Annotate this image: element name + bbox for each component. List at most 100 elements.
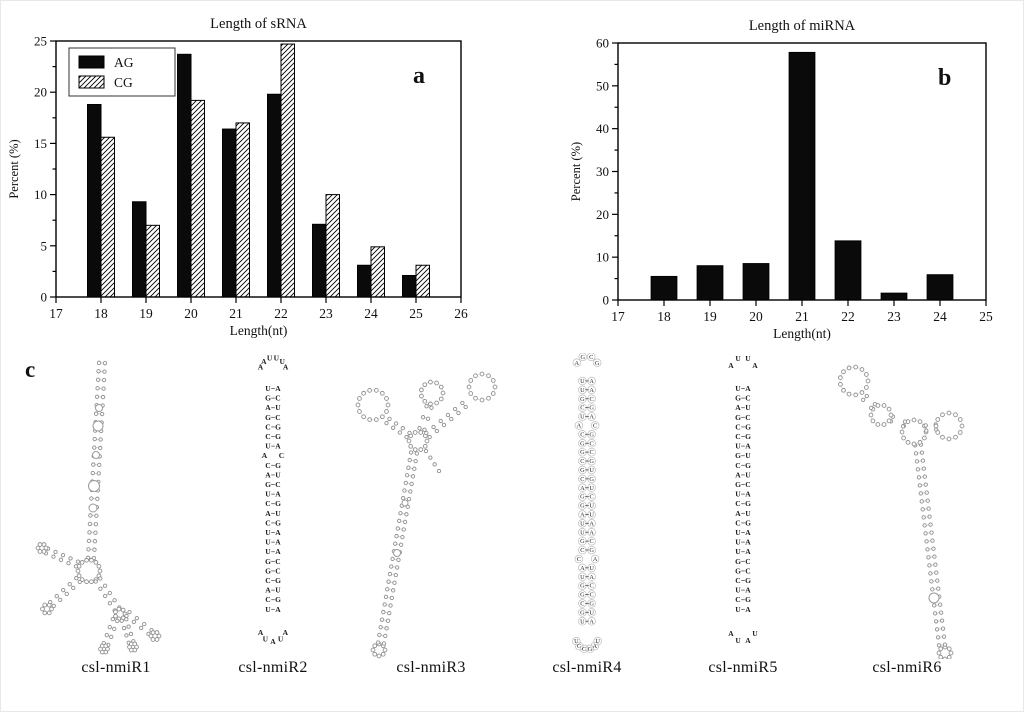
- svg-text:U: U: [274, 353, 280, 362]
- svg-text:C: C: [580, 476, 584, 483]
- svg-text:G: G: [275, 461, 281, 470]
- svg-text:U: U: [265, 538, 271, 547]
- svg-text:10: 10: [596, 250, 609, 265]
- svg-text:b: b: [938, 65, 951, 91]
- svg-text:U: U: [580, 387, 585, 394]
- svg-text:A: A: [745, 442, 751, 451]
- svg-text:U: U: [735, 636, 741, 645]
- svg-text:A: A: [261, 357, 267, 366]
- svg-text:A: A: [745, 490, 751, 499]
- svg-text:A: A: [752, 361, 758, 370]
- svg-text:U: U: [745, 470, 751, 479]
- svg-text:G: G: [265, 480, 271, 489]
- svg-text:G: G: [581, 354, 586, 361]
- svg-text:G: G: [265, 566, 271, 575]
- svg-text:A: A: [275, 538, 281, 547]
- svg-text:A: A: [593, 556, 598, 563]
- svg-text:A: A: [745, 586, 751, 595]
- svg-text:C: C: [265, 422, 270, 431]
- panel-letter-c: c: [25, 357, 36, 382]
- svg-text:U: U: [589, 512, 594, 519]
- svg-text:U: U: [735, 490, 741, 499]
- svg-text:26: 26: [454, 306, 468, 321]
- svg-text:C: C: [589, 396, 593, 403]
- svg-text:A: A: [592, 643, 597, 650]
- svg-text:Length of sRNA: Length of sRNA: [210, 16, 307, 32]
- svg-text:G: G: [275, 518, 281, 527]
- svg-text:24: 24: [364, 306, 378, 321]
- svg-text:U: U: [745, 451, 751, 460]
- svg-text:U: U: [735, 442, 741, 451]
- svg-text:G: G: [595, 360, 600, 367]
- svg-text:G: G: [735, 394, 741, 403]
- svg-text:U: U: [735, 586, 741, 595]
- svg-text:C: C: [265, 461, 270, 470]
- svg-text:A: A: [275, 384, 281, 393]
- svg-text:A: A: [265, 586, 271, 595]
- svg-text:G: G: [580, 583, 585, 590]
- svg-text:5: 5: [41, 238, 48, 253]
- svg-text:A: A: [589, 520, 594, 527]
- svg-text:Percent (%): Percent (%): [7, 139, 21, 198]
- svg-text:A: A: [589, 529, 594, 536]
- svg-text:U: U: [275, 403, 281, 412]
- svg-text:U: U: [745, 403, 751, 412]
- svg-text:G: G: [580, 592, 585, 599]
- svg-text:U: U: [580, 414, 585, 421]
- structure-label: csl-nmiR6: [872, 659, 942, 676]
- svg-text:A: A: [589, 618, 594, 625]
- svg-text:G: G: [580, 503, 585, 510]
- svg-text:C: C: [589, 449, 593, 456]
- svg-text:A: A: [745, 547, 751, 556]
- svg-text:A: A: [735, 470, 741, 479]
- svg-text:C: C: [745, 413, 750, 422]
- svg-text:U: U: [267, 353, 273, 362]
- svg-text:G: G: [580, 609, 585, 616]
- svg-text:30: 30: [596, 164, 609, 179]
- svg-text:A: A: [735, 403, 741, 412]
- svg-text:U: U: [735, 547, 741, 556]
- svg-text:21: 21: [795, 309, 809, 324]
- charts-row: 0 5 10 15 20 25 17 18 19 20 21 22 23 24 25 26 Length of …: [1, 1, 1023, 351]
- svg-text:A: A: [265, 470, 271, 479]
- svg-text:C: C: [735, 499, 740, 508]
- rna-structure-diagram-csl-nmiR2: AA U U UAU AG CA UG CC GC GU AA CC GA UG CU AC GA UC GU AU A…: [258, 353, 289, 646]
- svg-text:A: A: [745, 528, 751, 537]
- svg-text:U: U: [574, 638, 579, 645]
- svg-text:A: A: [262, 451, 268, 460]
- svg-text:A: A: [275, 605, 281, 614]
- svg-text:C: C: [275, 566, 280, 575]
- svg-text:U: U: [580, 618, 585, 625]
- svg-text:U: U: [580, 529, 585, 536]
- svg-text:A: A: [575, 360, 580, 367]
- svg-text:A: A: [728, 361, 734, 370]
- svg-text:G: G: [588, 646, 593, 653]
- svg-text:C: C: [580, 601, 584, 608]
- svg-text:U: U: [265, 490, 271, 499]
- svg-text:C: C: [275, 394, 280, 403]
- svg-text:G: G: [589, 431, 594, 438]
- svg-text:C: C: [275, 557, 280, 566]
- svg-text:C: C: [279, 451, 284, 460]
- svg-text:25: 25: [979, 309, 993, 324]
- svg-text:A: A: [270, 637, 276, 646]
- svg-text:G: G: [735, 566, 741, 575]
- svg-text:C: C: [265, 518, 270, 527]
- svg-text:18: 18: [94, 306, 108, 321]
- svg-text:G: G: [735, 557, 741, 566]
- svg-text:18: 18: [657, 309, 671, 324]
- svg-text:G: G: [745, 499, 751, 508]
- svg-text:G: G: [265, 413, 271, 422]
- svg-text:CG: CG: [114, 75, 133, 90]
- svg-text:C: C: [275, 413, 280, 422]
- svg-text:A: A: [745, 384, 751, 393]
- svg-text:23: 23: [887, 309, 901, 324]
- svg-text:C: C: [735, 576, 740, 585]
- svg-text:G: G: [745, 461, 751, 470]
- svg-text:U: U: [265, 547, 271, 556]
- svg-text:G: G: [589, 547, 594, 554]
- svg-text:U: U: [265, 384, 271, 393]
- svg-text:20: 20: [34, 85, 47, 100]
